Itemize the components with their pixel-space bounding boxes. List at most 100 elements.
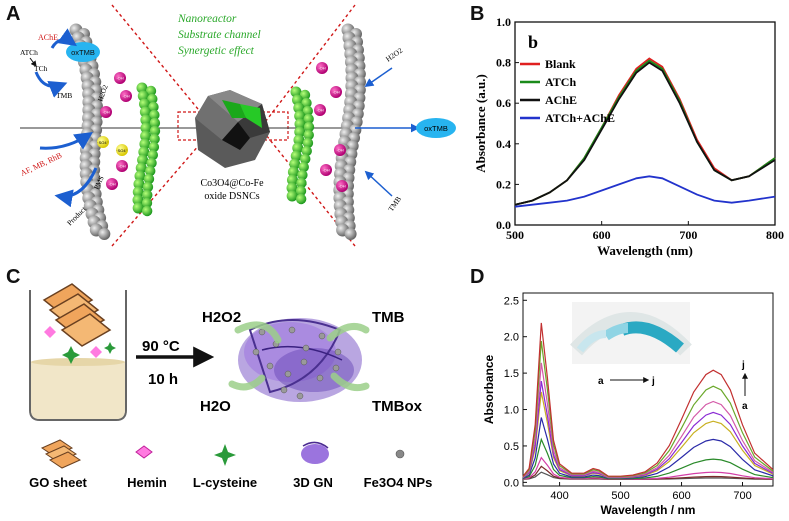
d-x-tick-label: 600: [672, 490, 690, 502]
b-legend-label: AChE: [545, 93, 577, 107]
oh-label: ·OH: [338, 184, 345, 189]
oh-label: ·OH: [116, 76, 123, 81]
3d-graphene-network: [238, 318, 362, 402]
c-h2o2-label: H2O2: [202, 309, 241, 326]
oh-radical: [100, 106, 112, 118]
catalyst-label-1: Co3O4@Co-Fe: [200, 178, 264, 189]
oh-radicals: ·OH ·OH ·OH ·OH ·OH ·OH ·OH ·OH ·OH ·OH ·OH: [100, 62, 348, 192]
c-tmb-label: TMB: [372, 309, 405, 326]
oh-radical: [336, 180, 348, 192]
green-bead: [142, 181, 154, 193]
zoom-box-right: [261, 111, 289, 141]
green-bead: [139, 138, 151, 150]
green-bead: [301, 97, 312, 109]
oh-label: ·OH: [316, 108, 323, 113]
oh-radical: [106, 178, 118, 190]
green-bead: [132, 186, 144, 198]
legend-fe3o4-icon: [395, 449, 405, 459]
oh-label: ·OH: [118, 164, 125, 169]
dsnc-polyhedron: [195, 90, 270, 168]
green-bead: [295, 193, 307, 205]
green-bead: [303, 121, 315, 133]
legend-go-sheet-icon: [40, 439, 82, 469]
green-bead: [141, 197, 153, 209]
green-bead: [295, 185, 307, 197]
d-y-tick-label: 0.0: [504, 477, 519, 489]
d-plot-frame: [522, 292, 774, 487]
oh-label: ·OH: [318, 66, 325, 71]
d-x-tick-label: 400: [550, 490, 568, 502]
so4-label-2: ·SO4⁻: [116, 148, 127, 153]
fe3o4-particle: [300, 358, 308, 366]
d-x-tick-label: 700: [733, 490, 751, 502]
legend-cysteine-icon: [214, 444, 236, 466]
cysteine-stars: [62, 342, 116, 364]
h2o2-label-right: H2O2: [384, 46, 404, 64]
oh-label: ·OH: [108, 182, 115, 187]
d-vert-bottom: a: [742, 401, 748, 412]
oh-radical: [314, 104, 326, 116]
right-gray-chain: [333, 23, 366, 240]
so4-label-1: ·SO4⁻: [97, 140, 108, 145]
panel-d-letter: D: [470, 266, 484, 288]
oh-label: ·OH: [332, 90, 339, 95]
green-bead: [293, 102, 305, 114]
legend-hemin-icon: [135, 445, 153, 459]
oh-label: ·OH: [102, 110, 109, 115]
oxtmb-cloud-left: [66, 42, 100, 62]
atch-arrow: [29, 57, 37, 67]
chain-bead: [344, 228, 357, 240]
d-series-line-j: [522, 322, 774, 477]
chart-b: 500 600 700 800 0.0 0.2 0.4 0.6 0.8 1.0 Wavelength…: [473, 15, 784, 258]
green-bead: [145, 165, 156, 177]
green-bead: [303, 129, 314, 141]
go-sheet-stack: [42, 283, 112, 347]
tube-photo-inset: [570, 302, 692, 364]
oh-radical: [334, 144, 346, 156]
condition-time: 10 h: [148, 371, 178, 388]
green-channel-right: [286, 86, 315, 205]
d-arrow-from: a: [598, 376, 604, 387]
d-y-tick-label: 1.0: [504, 405, 519, 417]
legend-go-sheet: GO sheet: [29, 475, 87, 490]
beaker: [29, 290, 127, 421]
b-y-tick-label: 0.6: [496, 96, 511, 110]
b-legend-label: Blank: [545, 57, 576, 71]
green-bead: [149, 117, 161, 129]
panel-a: A ·OH ·OH ·OH ·OH ·OH ·OH ·OH ·OH ·OH ·OH ·OH ·SO4…: [6, 3, 456, 247]
oh-radical: [330, 86, 342, 98]
panel-b: B 500 600 700 800 0.0 0.2 0.4 0.6 0.8 1.0 Waveleng…: [470, 3, 784, 258]
green-bead: [287, 166, 299, 178]
legend-3dgn: 3D GN: [293, 475, 333, 490]
fe3o4-particle: [288, 326, 296, 334]
d-y-tick-label: 2.0: [504, 332, 519, 344]
green-bead: [302, 105, 313, 117]
b-x-tick-label: 800: [766, 228, 784, 242]
green-bead: [148, 141, 160, 153]
c-h2o-label: H2O: [200, 398, 231, 415]
b-y-tick-label: 0.4: [496, 137, 511, 151]
panel-d: D 400 500 600 700 0.0 0.5 1.0 1.5 2.0 2.5 Waveleng…: [470, 266, 774, 517]
atch-label: ATCh: [20, 48, 38, 57]
green-bead: [149, 133, 160, 145]
oxtmb-cloud-right: [416, 118, 456, 138]
b-plot-frame: [514, 21, 776, 226]
oh-radical: [114, 72, 126, 84]
d-series-line-g: [522, 380, 774, 478]
green-bead: [134, 170, 146, 182]
green-bead: [140, 130, 152, 142]
ache-label: AChE: [38, 33, 58, 42]
green-bead: [286, 190, 298, 202]
tch-label: TCh: [34, 64, 48, 73]
d-x-axis-label: Wavelength / nm: [601, 503, 696, 517]
green-bead: [148, 101, 159, 113]
fe3o4-particle: [296, 392, 304, 400]
b-y-tick-label: 0.8: [496, 56, 511, 70]
oh-radical: [116, 160, 128, 172]
zoom-box-left: [177, 111, 209, 141]
fe3o4-particle: [280, 386, 288, 394]
b-series-line-ache: [514, 61, 776, 206]
oh-radical: [120, 90, 132, 102]
hemin-diamonds: [44, 326, 102, 358]
